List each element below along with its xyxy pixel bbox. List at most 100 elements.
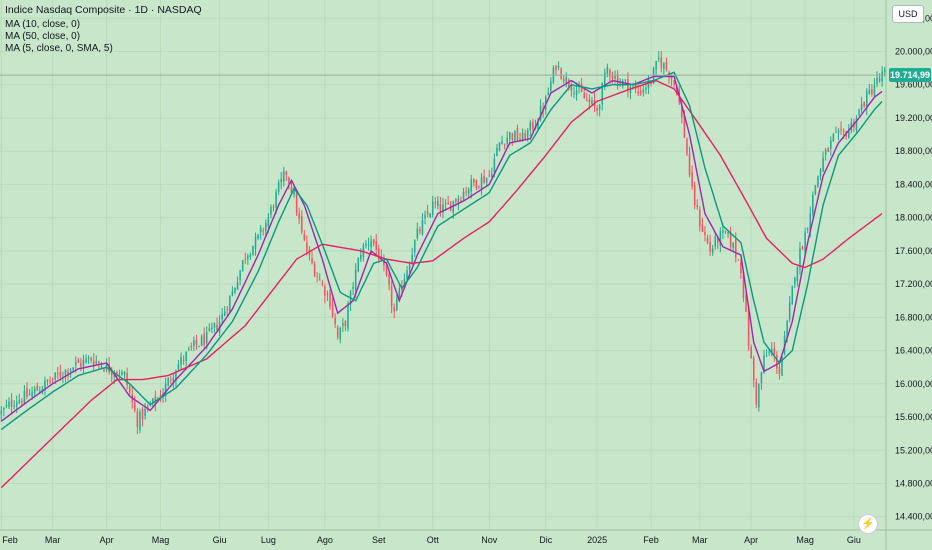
candle-body [847, 129, 850, 138]
candle-body [385, 264, 388, 275]
candle-body [85, 358, 87, 363]
candle-body [580, 83, 583, 92]
candle-body [758, 384, 760, 408]
y-tick-label: 19.600,00 [895, 80, 932, 90]
candle-body [275, 191, 277, 208]
legend-ma50[interactable]: MA (50, close, 0) [5, 31, 81, 42]
candle-body [26, 388, 28, 398]
candle-body [881, 71, 883, 82]
x-tick-label: Nov [481, 535, 498, 545]
candle-body [257, 234, 259, 239]
currency-button[interactable]: USD [892, 5, 924, 23]
y-tick-label: 19.200,00 [895, 113, 932, 123]
candle-body [272, 206, 275, 208]
x-tick-label: Mag [796, 535, 814, 545]
candle-body [164, 383, 167, 396]
candle-body [36, 385, 39, 391]
candle-body [865, 91, 868, 109]
candle-body [203, 333, 205, 346]
candle-body [819, 169, 822, 177]
y-tick-label: 16.000,00 [895, 379, 932, 389]
candle-body [547, 92, 550, 96]
candle-body [321, 282, 324, 284]
candle-body [639, 90, 642, 95]
candle-body [565, 77, 568, 83]
candle-body [295, 192, 298, 214]
candle-body [737, 259, 740, 261]
candle-body [365, 243, 367, 246]
price-axis[interactable]: 14.400,00 14.800,00 15.200,00 15.600,00 16.0… [885, 0, 932, 550]
legend-ma10[interactable]: MA (10, close, 0) [5, 19, 81, 30]
candle-body [485, 177, 488, 183]
candle-body [259, 227, 262, 233]
candle-body [67, 371, 69, 375]
candle-body [655, 61, 657, 70]
candle-body [339, 327, 342, 340]
candle-body [806, 227, 809, 230]
candle-body [573, 93, 575, 95]
candle-body [457, 198, 460, 205]
candle-body [244, 258, 247, 260]
legend-ma5[interactable]: MA (5, close, 0, SMA, 5) [5, 43, 113, 54]
x-tick-label: Feb [2, 535, 18, 545]
candle-body [254, 236, 257, 249]
candle-body [152, 398, 154, 404]
candle-body [118, 375, 121, 377]
candle-body [591, 100, 593, 104]
candle-body [21, 401, 23, 403]
last-price-label: 19.714,99 [889, 68, 931, 83]
candle-body [393, 306, 395, 312]
candle-body [98, 361, 100, 364]
candle-body [701, 224, 704, 232]
y-tick-label: 15.200,00 [895, 445, 932, 455]
candle-body [23, 390, 26, 403]
candle-body [686, 139, 688, 155]
candle-body [470, 179, 473, 192]
candle-body [236, 282, 239, 290]
time-axis[interactable]: Feb Mar Apr Mag Giu Lug Ago Set Ott Nov Dic 2025 Feb… [0, 529, 932, 545]
candle-body [555, 65, 557, 71]
candle-body [408, 264, 411, 271]
candle-body [229, 296, 231, 312]
candle-body [95, 361, 98, 364]
candle-body [693, 184, 696, 206]
candle-body [103, 368, 105, 372]
candle-body [609, 70, 611, 77]
candle-body [270, 206, 272, 215]
candle-body [524, 133, 526, 141]
candle-body [683, 115, 686, 138]
candle-body [804, 232, 806, 253]
candle-body [175, 371, 177, 381]
candle-body [645, 87, 647, 90]
candle-body [624, 79, 627, 81]
candle-body [439, 204, 442, 212]
y-tick-label: 17.600,00 [895, 246, 932, 256]
candle-body [331, 304, 334, 316]
candle-body [868, 89, 871, 95]
candle-body [768, 351, 770, 353]
candle-body [146, 406, 149, 408]
candle-body [149, 404, 152, 406]
candle-body [290, 186, 293, 193]
lightning-icon[interactable]: ⚡ [858, 514, 878, 534]
candle-body [501, 141, 503, 145]
candle-body [827, 147, 829, 152]
candle-body [516, 128, 519, 140]
candle-body [419, 229, 421, 232]
candle-body [632, 86, 634, 88]
candle-body [724, 231, 727, 233]
candle-body [596, 108, 598, 111]
candle-body [475, 179, 478, 189]
candle-body [550, 81, 552, 91]
candle-body [277, 182, 280, 192]
candle-body [858, 110, 860, 116]
candle-body [809, 213, 812, 231]
candle-body [200, 336, 203, 346]
candle-body [306, 242, 308, 252]
y-tick-label: 20.000,00 [895, 47, 932, 57]
candle-body [727, 232, 729, 234]
candle-body [657, 57, 660, 59]
candle-body [154, 396, 157, 405]
